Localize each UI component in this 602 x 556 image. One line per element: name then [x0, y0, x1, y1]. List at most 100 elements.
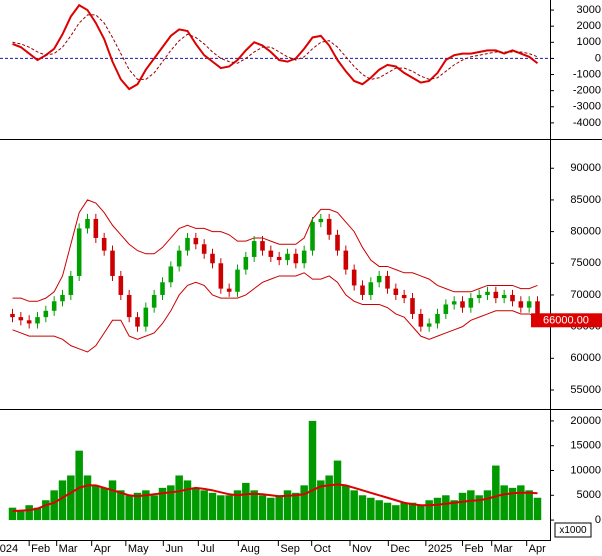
- candle-body: [101, 237, 107, 251]
- volume-bar: [400, 502, 408, 521]
- candle-body: [485, 291, 490, 295]
- candle-body: [260, 241, 265, 251]
- x-tick-label: Jun: [165, 543, 183, 555]
- last-price-box: [531, 313, 602, 328]
- y-tick-label: 3000: [577, 4, 601, 16]
- candle-body: [451, 301, 457, 305]
- y-tick-label: 5000: [577, 489, 601, 501]
- volume-bar: [433, 497, 442, 521]
- volume-bar: [508, 487, 517, 521]
- volume-bar: [225, 495, 233, 521]
- volume-bar: [383, 502, 392, 521]
- volume-bar: [467, 490, 475, 521]
- x-tick-label: Sep: [280, 543, 300, 555]
- candle-body: [510, 294, 515, 302]
- candle-body: [243, 256, 249, 270]
- volume-bar: [450, 500, 458, 521]
- candle-body: [460, 301, 465, 308]
- candle-body: [218, 263, 224, 289]
- last-price-label: 66000.00: [543, 315, 589, 327]
- volume-bar: [267, 497, 275, 521]
- volume-bar: [525, 490, 533, 521]
- volume-bar: [100, 487, 108, 521]
- volume-bar: [242, 482, 250, 521]
- x-tick-label: 2024: [0, 543, 18, 555]
- candle-body: [393, 288, 399, 295]
- candle-body: [93, 218, 99, 238]
- candle-body: [435, 313, 440, 324]
- y-tick-label: 0: [595, 52, 601, 64]
- oscillator-line: [12, 14, 538, 80]
- y-tick-label: 1000: [577, 36, 601, 48]
- volume-bar: [483, 490, 492, 521]
- x-tick-label: Aug: [240, 543, 260, 555]
- x-tick-label: Dec: [390, 543, 410, 555]
- candle-body: [376, 275, 382, 283]
- y-tick-label: 85000: [570, 194, 601, 206]
- candle-body: [168, 266, 174, 283]
- candle-body: [135, 317, 140, 327]
- candle-body: [126, 294, 132, 318]
- volume-bar: [333, 460, 342, 521]
- volume-bar: [275, 495, 283, 521]
- volume-bar: [292, 492, 300, 521]
- candle-body: [76, 228, 82, 276]
- volume-bar: [375, 500, 383, 521]
- volume-bar: [475, 495, 483, 521]
- candle-body: [226, 288, 232, 292]
- y-tick-label: 20000: [570, 415, 601, 427]
- volume-bar: [33, 507, 42, 521]
- volume-bar: [83, 475, 92, 521]
- volume-bar: [442, 495, 450, 521]
- candle-body: [143, 307, 149, 327]
- volume-bar: [58, 480, 67, 521]
- axes: 3000200010000-1000-2000-3000-40009000085…: [0, 4, 602, 555]
- volume-bar: [283, 490, 292, 521]
- candle-body: [276, 256, 282, 261]
- candle-body: [443, 304, 449, 314]
- y-tick-label: 70000: [570, 289, 601, 301]
- volume-average: [12, 483, 538, 513]
- candle-body: [501, 294, 507, 299]
- candle-body: [468, 298, 474, 308]
- y-tick-label: 10000: [570, 464, 601, 476]
- candle-body: [368, 282, 374, 295]
- y-tick-label: 2000: [577, 20, 601, 32]
- candle-body: [251, 241, 257, 257]
- volume-bar: [183, 480, 192, 521]
- volume-bar: [67, 475, 75, 521]
- candle-body: [401, 294, 407, 299]
- volume-bar: [250, 490, 258, 521]
- candle-body: [360, 285, 365, 295]
- candle-body: [518, 301, 524, 308]
- volume-bar: [258, 495, 267, 521]
- candle-body: [151, 294, 157, 308]
- candle-body: [310, 222, 315, 251]
- candle-body: [10, 313, 15, 318]
- x-tick-label: Mar: [494, 543, 513, 555]
- candle-body: [210, 253, 215, 264]
- price-panel: [10, 199, 540, 353]
- unit-box: [554, 522, 592, 538]
- oscillator-line: [12, 3, 539, 91]
- volume-bar: [133, 492, 142, 521]
- volume-bar: [417, 505, 425, 521]
- y-tick-label: -4000: [573, 117, 601, 129]
- candle-body: [476, 294, 482, 299]
- candle-body: [351, 269, 357, 286]
- x-tick-label: Nov: [352, 543, 372, 555]
- y-tick-label: 15000: [570, 440, 601, 452]
- volume-bar: [150, 495, 158, 521]
- volume-bar: [8, 507, 17, 521]
- candle-body: [85, 218, 90, 229]
- volume-bar: [192, 487, 200, 521]
- candle-body: [43, 310, 49, 318]
- x-tick-label: Feb: [465, 543, 484, 555]
- candle-body: [201, 244, 207, 254]
- candle-body: [535, 301, 540, 321]
- volume-bar: [350, 490, 358, 521]
- x-tick-label: Oct: [314, 543, 331, 555]
- x-tick-label: Jul: [200, 543, 214, 555]
- candle-body: [176, 250, 182, 267]
